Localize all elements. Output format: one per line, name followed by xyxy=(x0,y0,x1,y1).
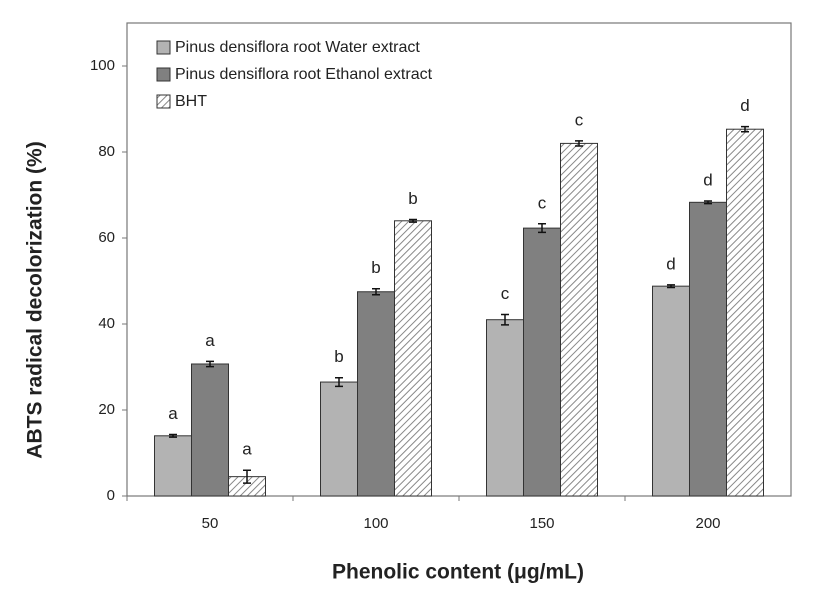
y-tick-label: 80 xyxy=(98,143,115,160)
error-bar xyxy=(667,284,675,289)
error-bar xyxy=(501,313,509,326)
error-bar xyxy=(741,125,749,133)
significance-letter: b xyxy=(408,189,417,208)
significance-letter: b xyxy=(334,347,343,366)
significance-letter: d xyxy=(740,96,749,115)
x-tick-label: 150 xyxy=(529,515,554,532)
error-bar xyxy=(704,200,712,205)
error-bar xyxy=(575,140,583,147)
significance-letter: a xyxy=(168,404,178,423)
legend-swatch xyxy=(156,40,171,55)
y-axis-title: ABTS radical decolorization (%) xyxy=(24,141,47,458)
error-bar xyxy=(169,433,177,438)
bar xyxy=(523,227,561,497)
legend-swatch xyxy=(156,94,171,109)
y-tick-label: 60 xyxy=(98,229,115,246)
x-axis-title: Phenolic content (μg/mL) xyxy=(332,561,584,584)
error-bar xyxy=(538,223,546,234)
y-tick-label: 40 xyxy=(98,315,115,332)
significance-letter: d xyxy=(703,171,712,190)
bar xyxy=(689,201,727,497)
error-bar xyxy=(243,469,251,484)
error-bar xyxy=(335,377,343,388)
bar xyxy=(486,319,524,497)
bar xyxy=(154,435,192,497)
y-tick-label: 0 xyxy=(107,487,115,504)
legend-swatch xyxy=(156,67,171,82)
x-tick-label: 50 xyxy=(202,515,219,532)
x-tick-label: 100 xyxy=(363,515,388,532)
y-tick-label: 20 xyxy=(98,401,115,418)
significance-letter: a xyxy=(205,331,215,350)
error-bar xyxy=(206,360,214,368)
bar xyxy=(394,220,432,497)
bar xyxy=(191,363,229,497)
bar xyxy=(560,142,598,497)
significance-letter: c xyxy=(501,284,510,303)
bar xyxy=(357,291,395,497)
x-tick-label: 200 xyxy=(695,515,720,532)
significance-letter: b xyxy=(371,258,380,277)
legend-text: Pinus densiflora root Ethanol extract xyxy=(175,66,433,83)
error-bar xyxy=(372,287,380,296)
significance-letter: a xyxy=(242,440,252,459)
legend-text: Pinus densiflora root Water extract xyxy=(175,39,420,56)
significance-letter: c xyxy=(575,110,584,129)
significance-letter: c xyxy=(538,193,547,212)
legend-text: BHT xyxy=(175,93,207,110)
bar xyxy=(726,128,764,497)
bar xyxy=(652,285,690,497)
y-tick-label: 100 xyxy=(90,57,115,74)
significance-letter: d xyxy=(666,254,675,273)
bar xyxy=(320,381,358,497)
error-bar xyxy=(409,218,417,223)
